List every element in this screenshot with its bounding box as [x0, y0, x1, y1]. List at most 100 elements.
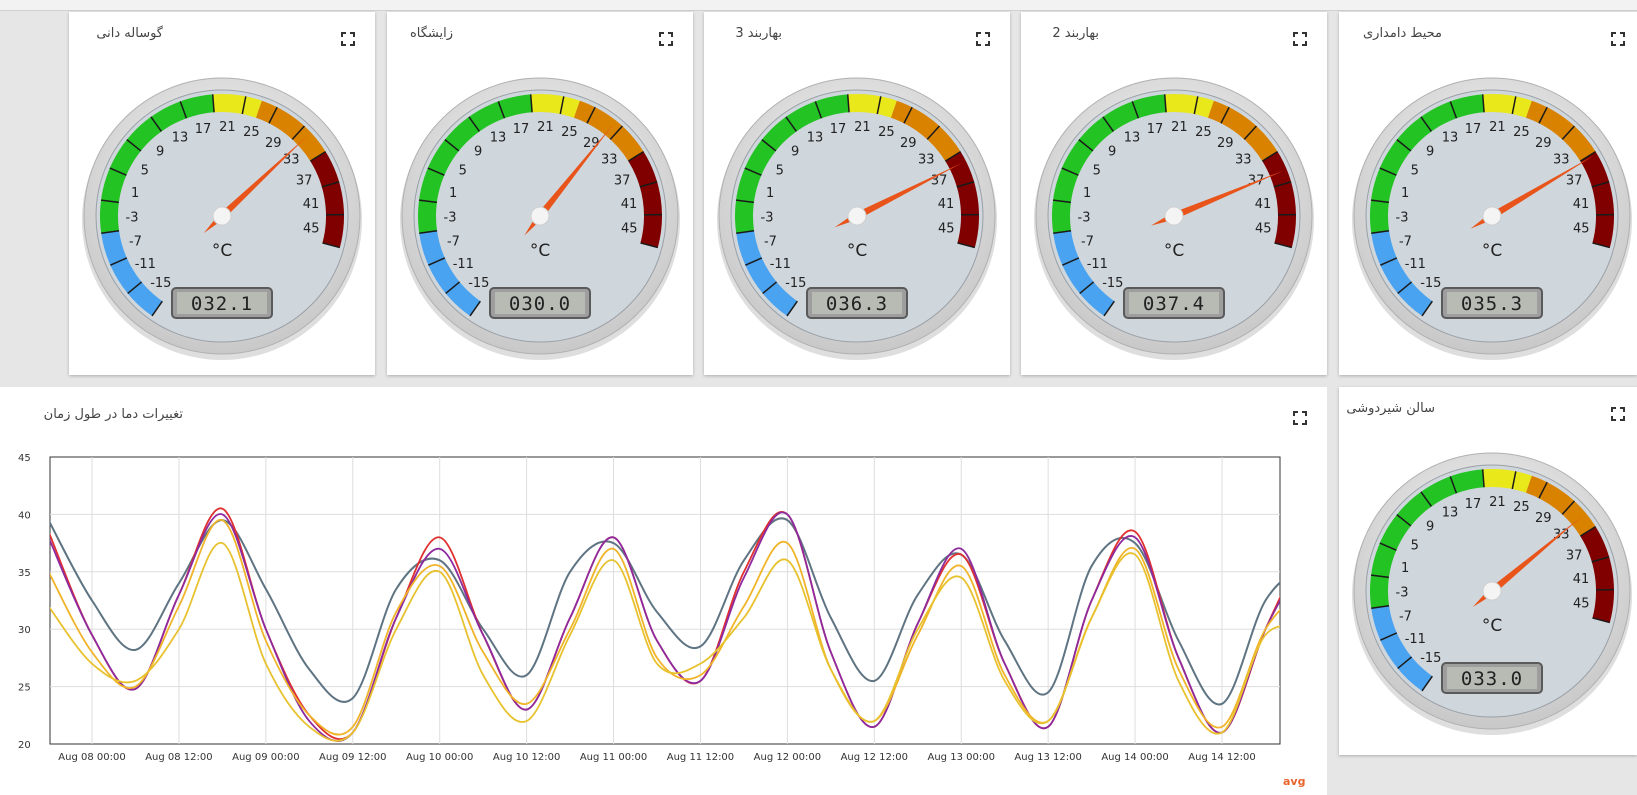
top-bar	[0, 0, 1637, 11]
expand-icon[interactable]	[341, 32, 355, 46]
gauge-tick-label: -7	[1081, 235, 1094, 250]
gauge-tick	[1420, 491, 1433, 507]
gauge-tick-label: -3	[1396, 585, 1409, 600]
expand-icon-path	[1293, 411, 1307, 425]
gauge-tick-label: 25	[561, 125, 578, 140]
gauge-tick	[956, 181, 975, 188]
gauge-title: بهاربند 2	[1052, 26, 1099, 41]
gauge-tick-label: 1	[1083, 186, 1091, 201]
gauge-tick	[109, 167, 127, 176]
gauge-tick-label: 5	[1411, 539, 1419, 554]
gauge-tick-label: 45	[1255, 221, 1272, 236]
gauge-tick	[627, 150, 644, 162]
expand-icon[interactable]	[659, 32, 673, 46]
gauge-needle	[1470, 155, 1594, 229]
gauge-tick	[126, 139, 142, 152]
gauge-tick	[1371, 604, 1390, 609]
gauge-tick	[1397, 281, 1413, 294]
gauge-color-band	[847, 94, 897, 118]
expand-icon[interactable]	[1293, 32, 1307, 46]
x-tick-label: Aug 13 00:00	[928, 752, 995, 763]
gauge-tick-label: 21	[537, 120, 554, 135]
gauge-tick	[1396, 514, 1412, 527]
expand-icon[interactable]	[1611, 32, 1625, 46]
gauge-tick	[1053, 229, 1072, 234]
y-tick-label: 35	[18, 568, 31, 579]
gauge-tick	[609, 125, 623, 140]
expand-icon[interactable]	[1611, 407, 1625, 421]
gauge-tick	[735, 199, 754, 204]
gauge-tick	[586, 106, 596, 124]
gauge-tick-label: 33	[1235, 153, 1252, 168]
gauge-color-band	[1482, 94, 1532, 118]
gauge-needle-hub	[212, 206, 232, 226]
gauge-tick	[1591, 181, 1610, 188]
gauge-tick-label: 9	[156, 145, 164, 160]
gauge-tick	[1561, 500, 1575, 515]
gauge-tick	[427, 167, 445, 176]
gauge-card: سالن شیردوشی -15 -11 -7 -3 1 5 9 13 17 21 25 29 33 37…	[1339, 387, 1637, 755]
gauge-tick-label: 29	[265, 136, 282, 151]
x-tick-label: Aug 08 00:00	[58, 752, 125, 763]
gauge-lcd-readout: 035.3	[1461, 293, 1523, 315]
gauge-tick-label: -7	[129, 235, 142, 250]
gauge-card: زایشگاه -15 -11 -7 -3 1 5 9 13 17 21 25 29 33 37 41 45 °…	[387, 12, 693, 375]
y-tick-label: 45	[18, 453, 31, 464]
gauge-needle-hub	[530, 206, 550, 226]
gauge-lcd-screen	[1447, 667, 1537, 689]
gauge-tick	[1103, 300, 1115, 317]
gauge-tick-label: 29	[1217, 136, 1234, 151]
gauge-tick-label: 17	[513, 122, 530, 137]
gauge-tick-label: 41	[621, 197, 638, 212]
gauge-tick-label: -7	[1399, 610, 1412, 625]
gauge-title: سالن شیردوشی	[1346, 401, 1435, 416]
gauge-tick	[419, 229, 438, 234]
gauge-tick-label: 5	[459, 164, 467, 179]
gauge-color-band	[1580, 151, 1614, 248]
gauge-tick-label: 1	[1401, 186, 1409, 201]
expand-icon[interactable]	[976, 32, 990, 46]
gauge-unit-label: °C	[1164, 241, 1184, 261]
gauge-tick-label: -7	[1399, 235, 1412, 250]
gauge-tick-label: -11	[1405, 257, 1426, 272]
gauge-needle-hub	[1482, 581, 1502, 601]
legend-avg-label[interactable]: avg	[1283, 775, 1306, 788]
gauge-tick-label: -3	[126, 210, 139, 225]
gauge-tick	[100, 199, 119, 204]
gauge-tick-label: 25	[878, 125, 895, 140]
gauge-tick	[736, 229, 755, 234]
gauge-needle	[1150, 170, 1284, 226]
gauge-tick	[428, 257, 446, 266]
gauge-tick	[1370, 574, 1389, 579]
gauge-tick	[1052, 199, 1071, 204]
gauge-tick	[1511, 471, 1517, 490]
gauge-tick-label: 45	[938, 221, 955, 236]
gauge-color-band	[419, 230, 481, 316]
gauge-tick-label: 13	[1124, 130, 1141, 145]
gauge-tick-label: 41	[303, 197, 320, 212]
gauge-tick-label: 45	[621, 221, 638, 236]
expand-icon[interactable]	[1293, 411, 1307, 425]
gauge-tick-label: 25	[1513, 500, 1530, 515]
gauge-tick	[1078, 139, 1094, 152]
gauge-unit-label: °C	[847, 241, 867, 261]
gauge-tick-label: 9	[1108, 145, 1116, 160]
gauge-tick	[1579, 150, 1596, 162]
gauge-tick-label: 17	[1465, 122, 1482, 137]
gauge-tick-label: 1	[1401, 561, 1409, 576]
gauge-tick	[1592, 242, 1611, 249]
gauge-tick-label: 9	[1426, 145, 1434, 160]
gauge-tick-label: -3	[444, 210, 457, 225]
gauge-tick	[418, 199, 437, 204]
gauge-lcd-readout: 036.3	[826, 293, 888, 315]
gauge-color-band	[1370, 469, 1485, 609]
gauge-color-band	[1053, 230, 1115, 316]
gauge-tick	[1380, 257, 1398, 266]
gauge-tick	[268, 106, 278, 124]
x-tick-label: Aug 09 12:00	[319, 752, 386, 763]
gauge-tick	[1561, 125, 1575, 140]
gauge-card: محیط دامداری -15 -11 -7 -3 1 5 9 13 17 21 25 29 33 37…	[1339, 12, 1637, 375]
gauge-tick	[1420, 116, 1433, 132]
gauge-needle	[834, 162, 963, 228]
